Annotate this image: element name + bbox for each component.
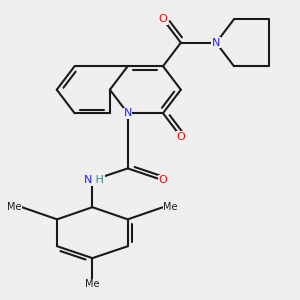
- Text: O: O: [176, 132, 185, 142]
- Text: Me: Me: [163, 202, 178, 212]
- Text: N: N: [212, 38, 220, 48]
- Text: H: H: [92, 175, 104, 185]
- Text: Me: Me: [85, 280, 100, 290]
- Text: O: O: [159, 175, 167, 185]
- Text: N: N: [124, 108, 132, 118]
- Text: O: O: [159, 14, 167, 24]
- Text: N: N: [84, 175, 92, 185]
- Text: Me: Me: [7, 202, 22, 212]
